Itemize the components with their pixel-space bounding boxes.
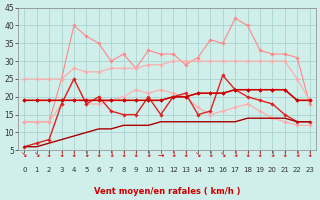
Text: ↘: ↘ [220,150,226,159]
X-axis label: Vent moyen/en rafales ( km/h ): Vent moyen/en rafales ( km/h ) [94,187,240,196]
Text: ↓: ↓ [244,150,251,159]
Text: ↘: ↘ [21,150,28,159]
Text: ↓: ↓ [294,150,300,159]
Text: ↓: ↓ [207,150,213,159]
Text: ↓: ↓ [46,150,52,159]
Text: ↓: ↓ [83,150,90,159]
Text: ↓: ↓ [307,150,313,159]
Text: ↘: ↘ [195,150,201,159]
Text: ↓: ↓ [269,150,276,159]
Text: ↓: ↓ [120,150,127,159]
Text: ↘: ↘ [34,150,40,159]
Text: →: → [157,150,164,159]
Text: ↓: ↓ [257,150,263,159]
Text: ↓: ↓ [182,150,189,159]
Text: ↓: ↓ [145,150,152,159]
Text: ↓: ↓ [108,150,114,159]
Text: ↓: ↓ [133,150,139,159]
Text: ↓: ↓ [58,150,65,159]
Text: ↓: ↓ [96,150,102,159]
Text: ↓: ↓ [232,150,238,159]
Text: ↓: ↓ [170,150,176,159]
Text: ↓: ↓ [282,150,288,159]
Text: ↓: ↓ [71,150,77,159]
